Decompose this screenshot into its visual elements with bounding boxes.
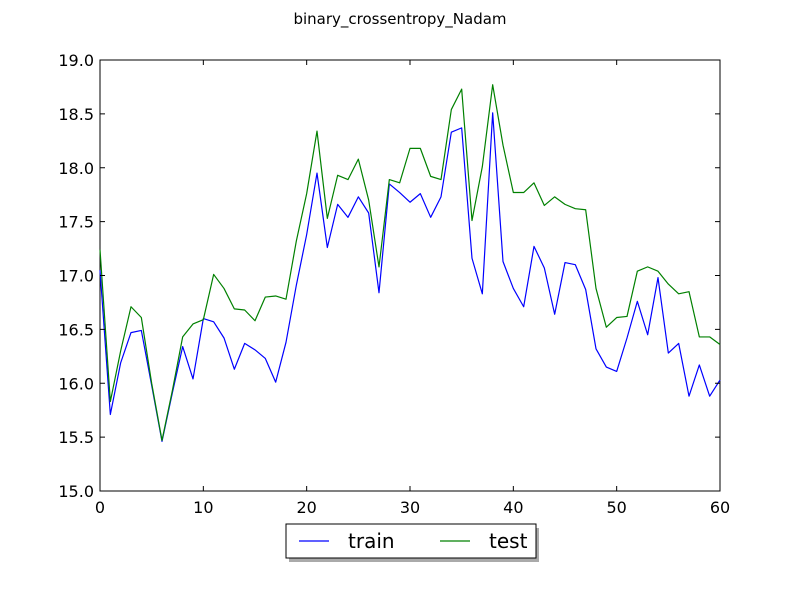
x-tick-label: 20 xyxy=(296,498,316,517)
y-tick-label: 17.0 xyxy=(58,267,94,286)
series-layer xyxy=(99,84,721,443)
chart-title: binary_crossentropy_Nadam xyxy=(293,10,506,29)
series-line-test xyxy=(99,84,721,441)
ticks-layer: 0 10 20 30 40 50 60 15.0 15.5 16.0 16.5 17.0 17.5 18.… xyxy=(58,51,730,517)
x-tick-label: 0 xyxy=(95,498,105,517)
y-tick-label: 18.0 xyxy=(58,159,94,178)
y-tick-label: 19.0 xyxy=(58,51,94,70)
x-tick-label: 50 xyxy=(606,498,626,517)
x-tick-label: 60 xyxy=(710,498,730,517)
plot-frame xyxy=(99,59,721,492)
legend-label-test: test xyxy=(489,529,528,553)
y-tick-label: 17.5 xyxy=(58,213,94,232)
y-tick-label: 16.0 xyxy=(58,374,94,393)
legend: train test xyxy=(285,523,539,562)
y-tick-label: 16.5 xyxy=(58,320,94,339)
y-tick-label: 15.0 xyxy=(58,482,94,501)
x-tick-label: 30 xyxy=(400,498,420,517)
y-tick-label: 18.5 xyxy=(58,105,94,124)
plot-area: 0 10 20 30 40 50 60 15.0 15.5 16.0 16.5 17.0 17.5 18.… xyxy=(58,51,730,517)
x-tick-label: 10 xyxy=(193,498,213,517)
x-tick-label: 40 xyxy=(503,498,523,517)
legend-label-train: train xyxy=(348,529,395,553)
y-tick-label: 15.5 xyxy=(58,428,94,447)
